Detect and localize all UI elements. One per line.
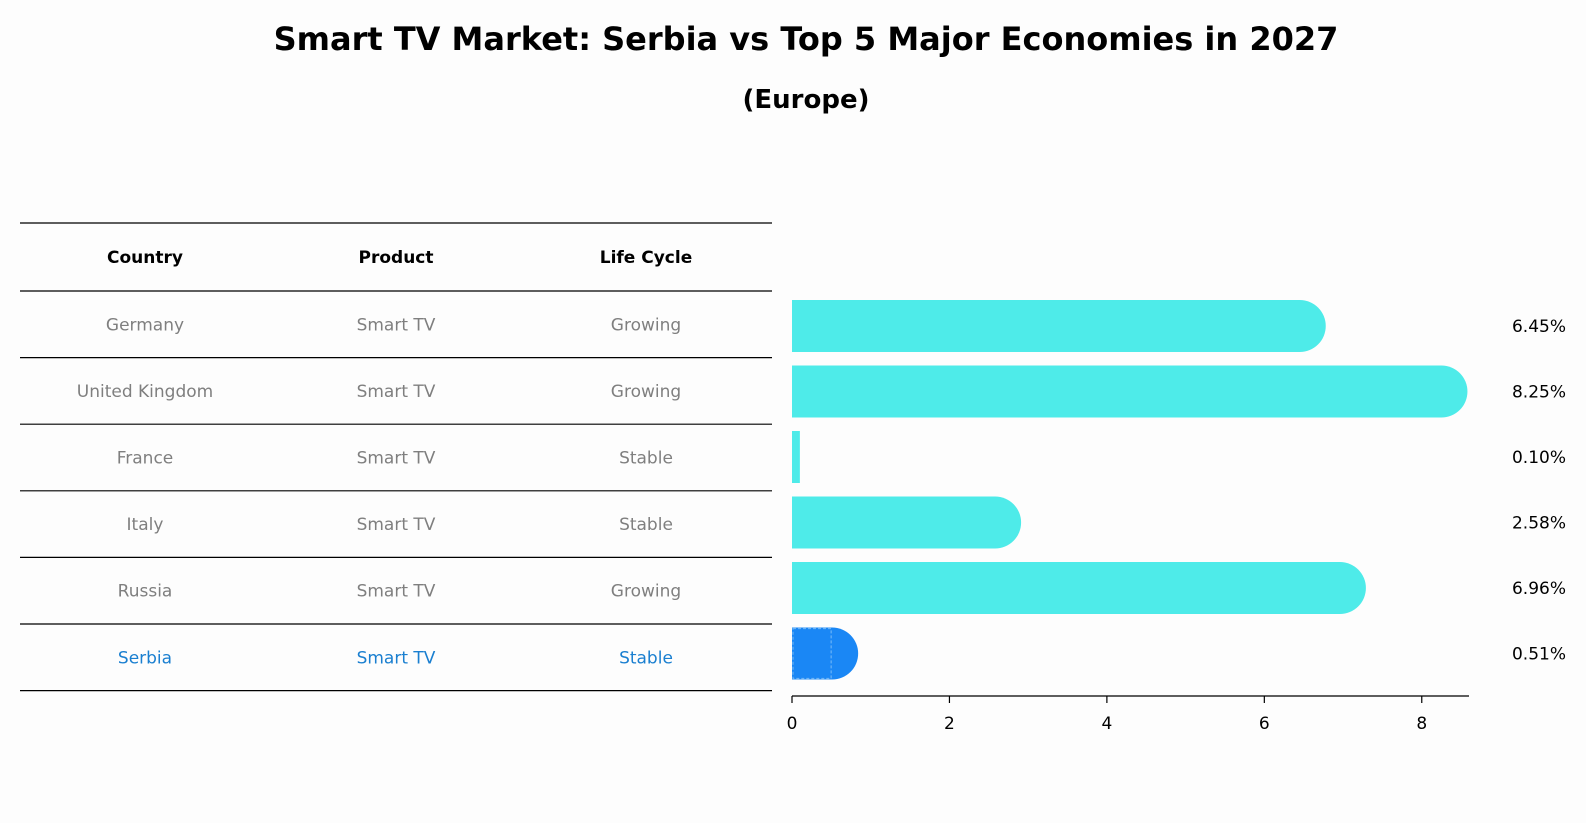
bar-france xyxy=(792,431,800,483)
value-label: 8.25% xyxy=(1512,383,1566,403)
x-tick-label: 6 xyxy=(1259,714,1270,734)
value-label: 6.96% xyxy=(1512,579,1566,599)
table-cell-product: Smart TV xyxy=(357,515,436,535)
table-cell-product: Smart TV xyxy=(357,582,436,602)
x-axis: 0 2 4 6 8 xyxy=(787,695,1469,734)
table-cell-country: Serbia xyxy=(118,648,172,668)
bar-cap xyxy=(1415,365,1468,418)
value-labels: 6.45% 8.25% 0.10% 2.58% 6.96% 0.51% xyxy=(1512,317,1566,665)
value-label: 2.58% xyxy=(1512,514,1566,534)
table-cell-product: Smart TV xyxy=(357,315,436,335)
value-label: 6.45% xyxy=(1512,317,1566,337)
x-tick-label: 0 xyxy=(787,714,798,734)
data-table: Country Product Life Cycle Germany Smart TV G… xyxy=(20,222,772,692)
bar-italy xyxy=(792,496,1022,549)
table-cell-country: Germany xyxy=(106,315,184,335)
table-cell-life-cycle: Stable xyxy=(619,648,673,668)
column-header-product: Product xyxy=(359,248,434,268)
x-tick-label: 2 xyxy=(944,714,955,734)
bar-germany xyxy=(792,300,1326,352)
table-cell-country: Italy xyxy=(127,515,164,535)
table-cell-product: Smart TV xyxy=(357,382,436,402)
column-header-life-cycle: Life Cycle xyxy=(600,248,693,268)
bar-cap xyxy=(1273,300,1326,352)
table-cell-country: Russia xyxy=(118,582,173,602)
table-cell-life-cycle: Growing xyxy=(611,315,681,335)
x-tick-label: 8 xyxy=(1416,714,1427,734)
bar-cap xyxy=(1313,562,1366,614)
bar-body xyxy=(792,300,1300,352)
bar-serbia xyxy=(792,627,859,680)
chart-subtitle: (Europe) xyxy=(743,85,870,115)
table-cell-country: France xyxy=(117,449,174,469)
bar-body xyxy=(792,562,1340,614)
table-cell-product: Smart TV xyxy=(357,648,436,668)
value-label: 0.10% xyxy=(1512,448,1566,468)
table-cell-country: United Kingdom xyxy=(77,382,213,402)
bar-body xyxy=(792,365,1442,418)
value-label: 0.51% xyxy=(1512,645,1566,665)
table-cell-life-cycle: Stable xyxy=(619,515,673,535)
table-cell-product: Smart TV xyxy=(357,449,436,469)
table-cell-life-cycle: Stable xyxy=(619,449,673,469)
table-cell-life-cycle: Growing xyxy=(611,582,681,602)
table-cell-life-cycle: Growing xyxy=(611,382,681,402)
bar-united-kingdom xyxy=(792,365,1468,418)
column-header-country: Country xyxy=(107,248,183,268)
chart-title: Smart TV Market: Serbia vs Top 5 Major E… xyxy=(274,20,1339,58)
bar-body xyxy=(792,496,996,549)
bar-cap xyxy=(969,496,1022,549)
bar-plot xyxy=(792,300,1468,680)
x-tick-label: 4 xyxy=(1101,714,1112,734)
bar-highlight-outline xyxy=(792,627,832,680)
bar-body xyxy=(792,431,800,483)
bar-cap xyxy=(806,627,859,680)
bar-russia xyxy=(792,562,1366,614)
